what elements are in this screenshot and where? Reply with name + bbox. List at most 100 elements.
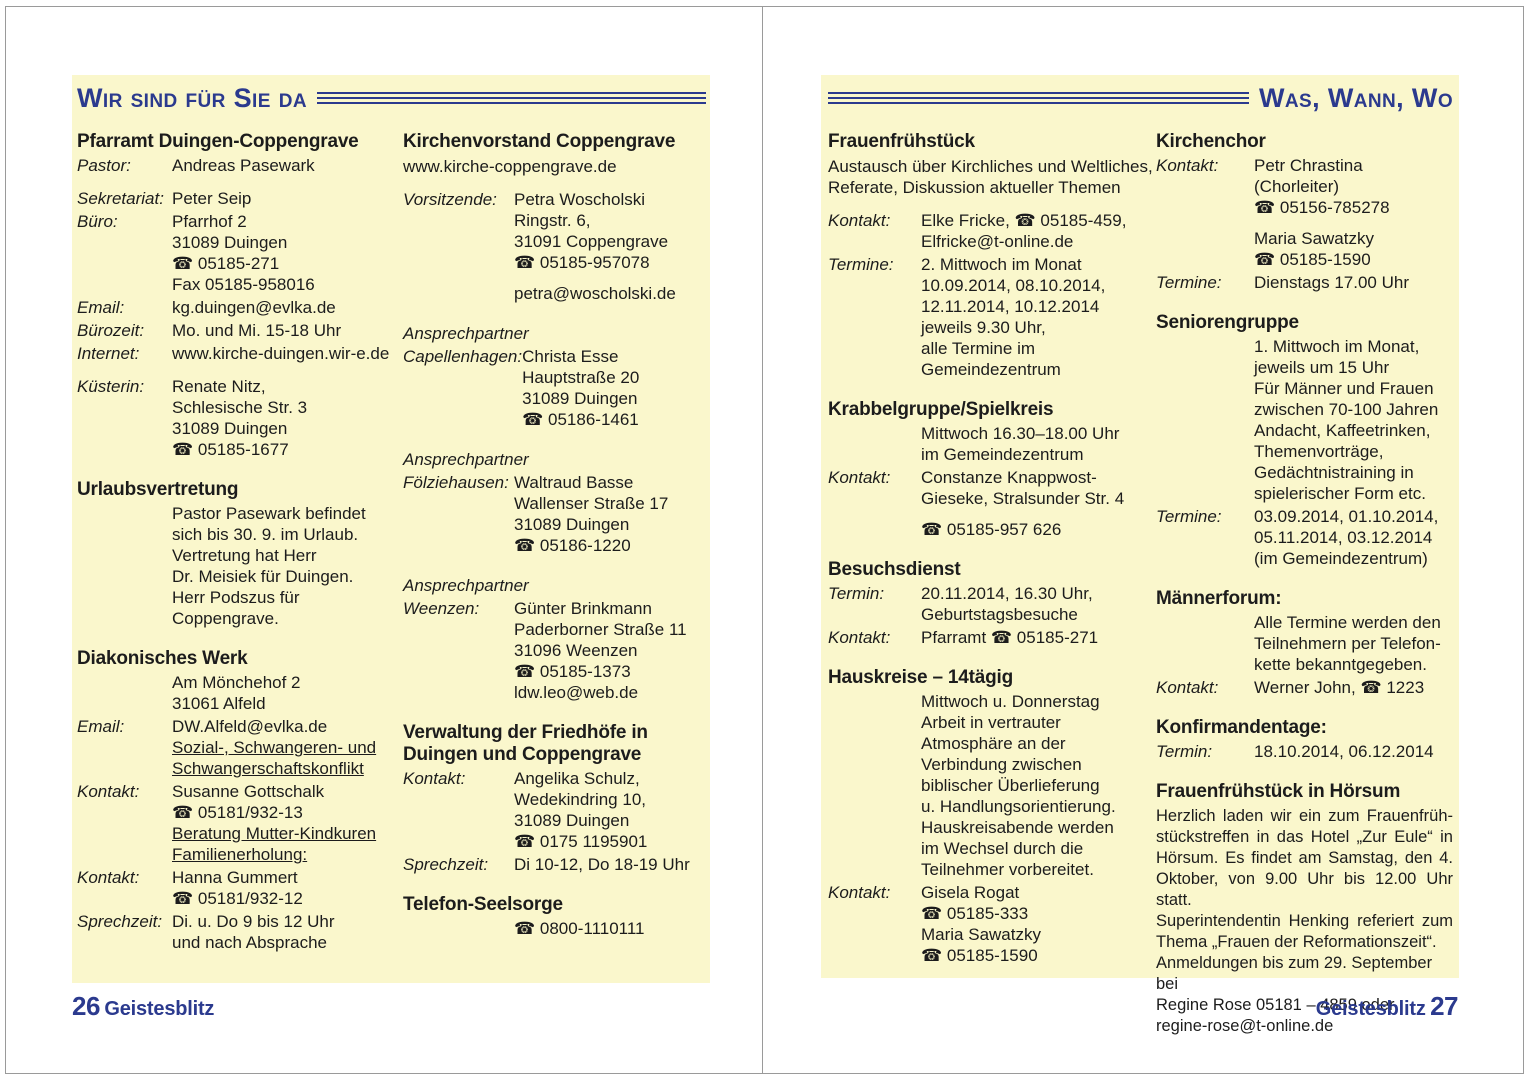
column: Pfarramt Duingen-Coppengrave Pastor: Andre…	[77, 121, 403, 953]
text-line: Fax 05185-958016	[172, 275, 315, 294]
text-line: Susanne Gottschalk	[172, 782, 325, 801]
section-title: Kirchenvorstand Coppengrave	[403, 131, 676, 152]
section: Ansprechpartner Weenzen: Günter Brinkmann P…	[403, 575, 706, 703]
field-value: Angelika Schulz, Wedekindring 10, 31089 Du…	[514, 768, 706, 852]
section-title: Verwaltung der Friedhöfe in Duingen und …	[403, 722, 648, 765]
text-line: u. Handlungsorientierung.	[921, 797, 1116, 816]
field-value: Pastor Pasewark befindet sich bis 30. 9. …	[172, 503, 403, 629]
text-line: Familienerholung:	[172, 845, 308, 864]
page-right-panel: Was, Wann, Wo Frauenfrühstück Austausch ü…	[821, 75, 1459, 1035]
text-line: Mittwoch u. Donnerstag	[921, 692, 1100, 711]
paragraph-line: Herzlich laden wir ein zum Frauenfrüh-	[1156, 807, 1453, 825]
field-label: Kontakt:	[77, 782, 140, 801]
field-label: Büro:	[77, 212, 118, 231]
section-subtitle: www.kirche-coppengrave.de	[403, 157, 617, 176]
text-line: Atmosphäre an der	[921, 734, 1066, 753]
field-group: Kontakt: Susanne Gottschalk ☎ 05181/932-13…	[77, 781, 403, 865]
text-line: ☎ 05185-333	[921, 904, 1029, 923]
text-line: ☎ 05181/932-12	[172, 889, 303, 908]
text-line: ☎ 0175 1195901	[514, 832, 648, 851]
text-line: Gieseke, Stralsunder Str. 4	[921, 489, 1125, 508]
text-line: Petra Woscholski	[514, 190, 646, 209]
text-line: 31089 Duingen	[522, 389, 638, 408]
field-value: Alle Termine werden den Teilnehmern per T…	[1254, 612, 1453, 675]
field-group: Sekretariat: Peter Seip	[77, 188, 403, 209]
field-group: Küsterin: Renate Nitz, Schlesische Str. 3 3…	[77, 376, 403, 460]
field-label: Sprechzeit:	[77, 912, 163, 931]
field-label: Kontakt:	[1156, 678, 1219, 697]
field-group: Capellenhagen: Christa Esse Hauptstraße 20…	[403, 346, 706, 430]
section-title: Konfirmandentage:	[1156, 717, 1327, 738]
field-label	[77, 503, 172, 629]
header-rule-lines	[828, 92, 1249, 104]
field-label	[1156, 612, 1254, 675]
field-label	[828, 423, 921, 465]
text-line: spielerischer Form etc.	[1254, 484, 1426, 503]
section: Ansprechpartner Fölziehausen: Waltraud Bas…	[403, 449, 706, 556]
section-title: Besuchsdienst	[828, 559, 961, 580]
field-group: Email: DW.Alfeld@evlka.de Sozial-, Schwang…	[77, 716, 403, 779]
field-group: Kontakt: Pfarramt ☎ 05185-271	[828, 627, 1156, 648]
text-line: Sozial-, Schwangeren- und	[172, 738, 377, 757]
field-value: Gisela Rogat ☎ 05185-333 Maria Sawatzky ☎ 0…	[921, 882, 1156, 966]
section-intro: Austausch über Kirchliches und Weltliche…	[828, 156, 1156, 198]
field-group: Kontakt: Werner John, ☎ 1223	[1156, 677, 1453, 698]
text-line: Gedächtnistraining in	[1254, 463, 1414, 482]
section-title: Urlaubsvertretung	[77, 479, 239, 500]
text-line: Constanze Knappwost-	[921, 468, 1097, 487]
field-value: Di. u. Do 9 bis 12 Uhr und nach Absprache	[172, 911, 403, 953]
field-label: Termine:	[1156, 273, 1222, 292]
field-group: Vorsitzende: Petra Woscholski Ringstr. 6, 3…	[403, 189, 706, 304]
text-line: im Wechsel durch die	[921, 839, 1084, 858]
text-line: 1. Mittwoch im Monat,	[1254, 337, 1420, 356]
field-value: Constanze Knappwost- Gieseke, Stralsunder…	[921, 467, 1156, 540]
text-line: Angelika Schulz,	[514, 769, 640, 788]
field-label: Kontakt:	[828, 468, 891, 487]
text-line: Beratung Mutter-Kindkuren	[172, 824, 377, 843]
section-title: Diakonisches Werk	[77, 648, 248, 669]
field-label: Fölziehausen:	[403, 473, 509, 492]
text-line: Gemeindezentrum	[921, 360, 1061, 379]
text-line: Werner John, ☎ 1223	[1254, 678, 1425, 697]
text-line: 31089 Duingen	[172, 419, 288, 438]
field-label: Email:	[77, 717, 125, 736]
field-value: Susanne Gottschalk ☎ 05181/932-13 Beratung…	[172, 781, 403, 865]
field-value: Hanna Gummert ☎ 05181/932-12	[172, 867, 403, 909]
text-line: Mo. und Mi. 15-18 Uhr	[172, 321, 342, 340]
paragraph-line: Thema „Frauen der Reformationszeit“.	[1156, 933, 1437, 951]
text-line: (im Gemeindezentrum)	[1254, 549, 1428, 568]
field-label: Kontakt:	[403, 769, 466, 788]
field-label: Küsterin:	[77, 377, 145, 396]
text-line: ldw.leo@web.de	[514, 683, 639, 702]
text-line: Themenvorträge,	[1254, 442, 1384, 461]
page-frame	[5, 6, 1524, 1074]
text-line: 20.11.2014, 16.30 Uhr,	[921, 584, 1093, 603]
text-line: Wedekindring 10,	[514, 790, 646, 809]
field-value: Am Mönchehof 2 31061 Alfeld	[172, 672, 403, 714]
field-label	[77, 672, 172, 714]
text-line: Coppengrave.	[172, 609, 279, 628]
field-value: Pfarrhof 2 31089 Duingen ☎ 05185-271 Fax 05…	[172, 211, 403, 295]
text-line: Für Männer und Frauen	[1254, 379, 1434, 398]
section-title: Frauenfrühstück in Hörsum	[1156, 781, 1401, 802]
field-label: Email:	[77, 298, 125, 317]
text-line: Teilnehmern per Telefon-	[1254, 634, 1441, 653]
field-group: Alle Termine werden den Teilnehmern per T…	[1156, 612, 1453, 675]
field-label: Sprechzeit:	[403, 855, 489, 874]
text-line: Wallenser Straße 17	[514, 494, 669, 513]
text-line: Alle Termine werden den	[1254, 613, 1441, 632]
text-line: Peter Seip	[172, 189, 252, 208]
text-line: ☎ 0800-1110111	[514, 919, 645, 938]
field-label	[828, 691, 921, 880]
text-line: alle Termine im	[921, 339, 1036, 358]
field-value: Petra Woscholski Ringstr. 6, 31091 Coppeng…	[514, 189, 706, 304]
text-line: 31089 Duingen	[514, 515, 630, 534]
section: Seniorengruppe 1. Mittwoch im Monat, jewei…	[1156, 312, 1453, 569]
section: Diakonisches Werk Am Mönchehof 2 31061 Alf…	[77, 648, 403, 953]
text-line: jeweils 9.30 Uhr,	[921, 318, 1046, 337]
text-line: ☎ 05185-1590	[1254, 250, 1371, 269]
text-line: zwischen 70-100 Jahren	[1254, 400, 1439, 419]
text-line: Christa Esse	[522, 347, 619, 366]
text-line: Verbindung zwischen	[921, 755, 1082, 774]
text-line: 31091 Coppengrave	[514, 232, 669, 251]
